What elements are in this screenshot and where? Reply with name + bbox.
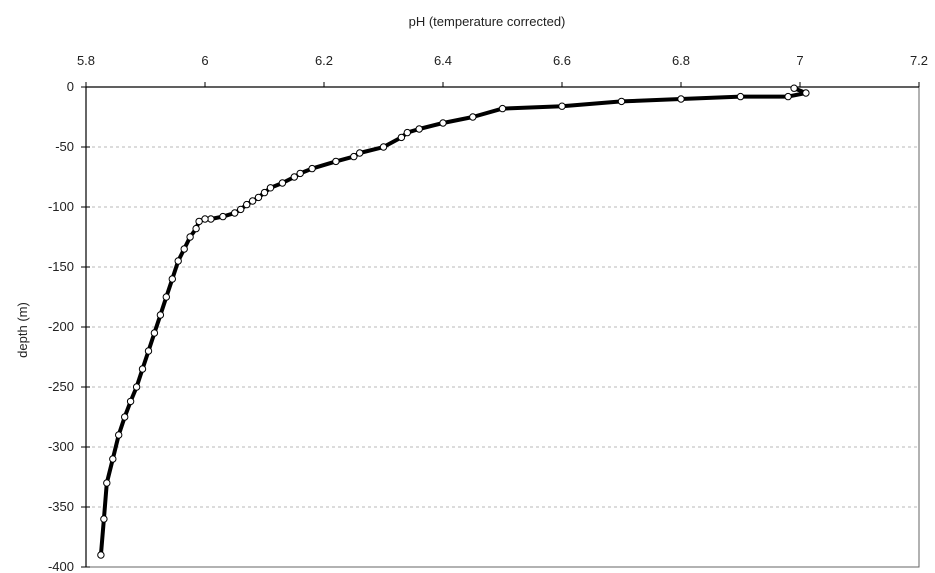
y-tick-label: -400 (48, 559, 74, 573)
data-point (156, 311, 165, 319)
x-tick-label: 5.8 (77, 53, 95, 68)
x-axis-title: pH (temperature corrected) (409, 14, 566, 29)
data-point (379, 143, 388, 151)
x-ticks: 5.8 6 6.2 6.4 6.6 6.8 7 7.2 (77, 53, 928, 87)
x-tick-label: 7 (796, 53, 803, 68)
y-tick-label: -300 (48, 439, 74, 454)
data-point (290, 173, 298, 181)
data-point (180, 245, 188, 253)
data-point (296, 169, 304, 178)
data-point (186, 233, 194, 241)
data-point (415, 125, 423, 133)
data-point (219, 212, 227, 221)
data-point (174, 257, 182, 265)
data-point (498, 104, 507, 113)
y-tick-label: -350 (48, 499, 74, 514)
grid-lines (86, 146, 919, 568)
series-trace (98, 86, 808, 557)
data-point (237, 205, 245, 214)
data-point (439, 119, 447, 127)
data-point (109, 455, 117, 463)
data-point (677, 95, 685, 103)
y-tick-label: 0 (67, 79, 74, 94)
data-point (126, 397, 135, 406)
data-point (144, 347, 153, 355)
x-tick-label: 6.2 (315, 53, 333, 68)
data-point (100, 515, 108, 523)
x-tick-label: 7.2 (910, 53, 928, 68)
data-point (195, 217, 203, 226)
y-axis-title: depth (m) (15, 302, 30, 358)
data-point (469, 113, 477, 121)
y-tick-label: -150 (48, 259, 74, 274)
data-point (248, 197, 257, 205)
data-point (784, 92, 792, 101)
data-point (162, 293, 171, 301)
y-tick-label: -50 (55, 139, 74, 154)
data-point (790, 84, 798, 92)
data-point (617, 97, 626, 106)
data-point (260, 188, 269, 197)
data-point (254, 193, 263, 202)
data-point (132, 383, 141, 391)
y-tick-label: -200 (48, 319, 74, 334)
data-point (736, 92, 745, 101)
data-point (168, 275, 177, 283)
data-point (266, 184, 275, 192)
data-point (103, 479, 111, 487)
y-tick-label: -100 (48, 199, 74, 214)
data-point (403, 128, 411, 137)
data-point (97, 551, 105, 559)
data-point (332, 157, 340, 166)
data-point (308, 164, 316, 173)
data-point (397, 133, 406, 142)
data-point (243, 200, 251, 209)
data-point (231, 209, 239, 217)
data-point (121, 413, 129, 421)
data-point (802, 89, 810, 97)
data-points (97, 84, 810, 559)
x-tick-label: 6 (201, 53, 208, 68)
data-point (115, 431, 123, 439)
x-tick-label: 6.8 (672, 53, 690, 68)
data-point (192, 224, 200, 233)
data-point (350, 152, 358, 161)
data-point (150, 329, 159, 337)
y-ticks: 0 -50 -100 -150 -200 -250 -300 -350 -400 (48, 79, 90, 573)
data-point (138, 365, 147, 373)
x-tick-label: 6.6 (553, 53, 571, 68)
y-tick-label: -250 (48, 379, 74, 394)
x-tick-label: 6.4 (434, 53, 452, 68)
data-point (558, 102, 566, 110)
data-point (356, 149, 364, 157)
data-point (278, 179, 287, 187)
